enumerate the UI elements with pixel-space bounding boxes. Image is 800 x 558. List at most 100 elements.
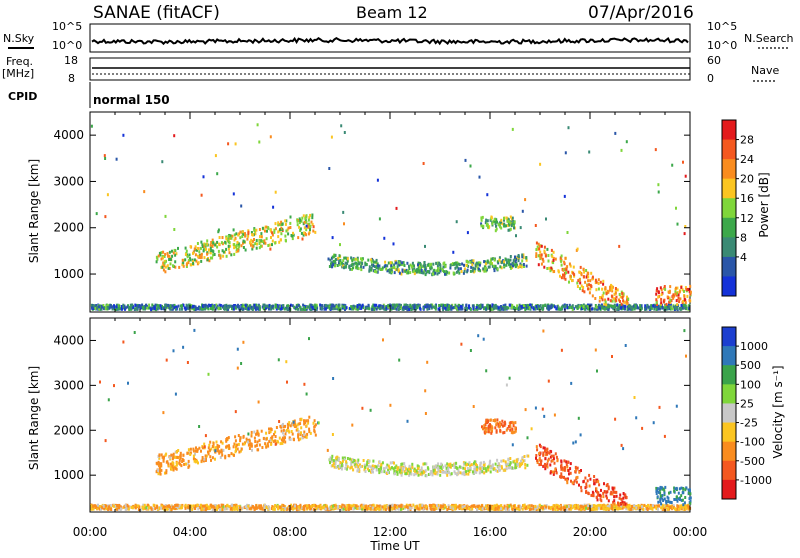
data-cell — [297, 220, 299, 223]
data-cell — [397, 473, 399, 476]
data-cell — [591, 307, 593, 310]
data-cell — [241, 244, 243, 247]
data-cell — [510, 255, 512, 258]
data-cell — [624, 307, 626, 310]
data-cell — [198, 250, 200, 253]
data-cell — [651, 507, 653, 510]
data-cell — [170, 262, 172, 265]
data-cell — [282, 432, 284, 435]
data-cell — [251, 233, 253, 236]
data-cell — [442, 505, 444, 508]
data-cell — [500, 460, 502, 463]
data-cell — [517, 505, 519, 508]
data-cell — [489, 262, 491, 265]
data-cell — [682, 307, 684, 310]
data-cell — [304, 221, 306, 224]
data-cell — [212, 305, 214, 308]
data-cell — [170, 258, 172, 261]
data-cell — [299, 422, 301, 425]
data-cell — [485, 262, 487, 265]
data-cell — [181, 460, 183, 463]
data-cell — [334, 260, 336, 263]
data-cell — [538, 263, 540, 266]
data-cell — [663, 299, 665, 302]
data-cell — [225, 248, 227, 251]
data-cell — [313, 504, 315, 507]
scatter-cell — [290, 216, 292, 219]
data-cell — [284, 235, 286, 238]
data-cell — [500, 507, 502, 510]
data-cell — [384, 261, 386, 264]
data-cell — [128, 508, 130, 511]
data-cell — [378, 508, 380, 511]
data-cell — [346, 504, 348, 507]
data-cell — [630, 306, 632, 309]
data-cell — [665, 306, 667, 309]
data-cell — [569, 263, 571, 266]
data-cell — [212, 250, 214, 253]
data-cell — [254, 306, 256, 309]
scatter-cell — [675, 207, 677, 210]
data-cell — [270, 430, 272, 433]
data-cell — [629, 504, 631, 507]
data-cell — [432, 473, 434, 476]
data-cell — [107, 508, 109, 511]
data-cell — [496, 307, 498, 310]
data-cell — [607, 298, 609, 301]
data-cell — [637, 306, 639, 309]
data-cell — [274, 439, 276, 442]
scatter-cell — [302, 238, 304, 241]
data-cell — [286, 429, 288, 432]
data-cell — [268, 308, 270, 311]
data-cell — [177, 456, 179, 459]
data-cell — [397, 265, 399, 268]
data-cell — [280, 232, 282, 235]
scatter-cell — [270, 135, 272, 138]
data-cell — [260, 232, 262, 235]
data-cell — [438, 269, 440, 272]
data-cell — [231, 504, 233, 507]
data-cell — [453, 263, 455, 266]
data-cell — [322, 506, 324, 509]
data-cell — [545, 255, 547, 258]
data-cell — [337, 505, 339, 508]
data-cell — [398, 508, 400, 511]
data-cell — [358, 262, 360, 265]
data-cell — [546, 267, 548, 270]
data-cell — [261, 446, 263, 449]
data-cell — [245, 249, 247, 252]
scatter-cell — [343, 222, 345, 225]
data-cell — [192, 252, 194, 255]
data-cell — [627, 298, 629, 301]
data-cell — [494, 467, 496, 470]
noise-strip: N.Sky 10^5 10^0 10^5 10^0 N.Search — [3, 20, 794, 52]
data-cell — [187, 305, 189, 308]
data-cell — [508, 307, 510, 310]
data-cell — [197, 507, 199, 510]
data-cell — [462, 505, 464, 508]
feature-midday-arc — [328, 253, 528, 276]
data-cell — [350, 305, 352, 308]
data-cell — [616, 296, 618, 299]
data-cell — [197, 307, 199, 310]
data-cell — [313, 422, 315, 425]
data-cell — [560, 260, 562, 263]
data-cell — [390, 262, 392, 265]
data-cell — [256, 247, 258, 250]
data-cell — [454, 267, 456, 270]
data-cell — [385, 508, 387, 511]
data-cell — [190, 448, 192, 451]
data-cell — [404, 505, 406, 508]
scatter-cell — [233, 228, 235, 231]
data-cell — [461, 270, 463, 273]
data-cell — [526, 265, 528, 268]
freq-strip: Freq. [MHz] 18 8 60 0 Nave — [2, 54, 779, 85]
data-cell — [661, 293, 663, 296]
data-cell — [247, 307, 249, 310]
data-cell — [372, 507, 374, 510]
data-cell — [495, 229, 497, 232]
data-cell — [177, 247, 179, 250]
data-cell — [235, 306, 237, 309]
scatter-cell — [567, 231, 569, 234]
